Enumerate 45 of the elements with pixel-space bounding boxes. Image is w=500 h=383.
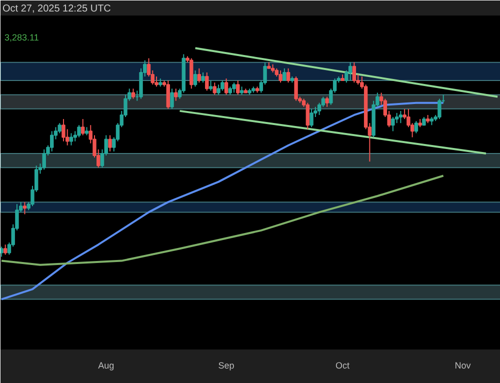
candlestick xyxy=(352,62,356,84)
candlestick xyxy=(193,70,198,88)
candlestick xyxy=(81,118,85,136)
candlestick xyxy=(294,76,298,102)
candlestick xyxy=(205,72,209,92)
candlestick xyxy=(197,68,201,84)
candlestick xyxy=(58,122,62,134)
candlestick xyxy=(224,78,228,96)
candlestick xyxy=(62,118,66,142)
candlestick xyxy=(278,70,282,84)
candlestick xyxy=(3,244,8,256)
candlestick xyxy=(286,68,290,84)
text: Oct 27, 2025 12:25 UTC xyxy=(2,4,111,14)
candlestick xyxy=(77,124,81,138)
candlestick xyxy=(348,62,352,82)
candlestick xyxy=(325,96,329,108)
candlestick xyxy=(50,130,54,152)
candlestick xyxy=(69,132,74,146)
x-tick-label: Aug xyxy=(98,360,114,370)
candlestick xyxy=(212,82,217,96)
candlestick xyxy=(414,120,418,134)
candlestick xyxy=(282,68,286,82)
candlestick xyxy=(201,72,205,84)
text: 3,283.11 xyxy=(4,32,39,42)
candlestick xyxy=(236,80,240,96)
candlestick xyxy=(306,102,310,130)
x-tick-label: Sep xyxy=(218,360,234,370)
candlestick xyxy=(131,88,136,100)
x-tick-label: Nov xyxy=(454,360,472,370)
candlestick xyxy=(42,148,46,170)
candlestick xyxy=(170,88,174,110)
candlestick xyxy=(438,98,442,120)
candlestick xyxy=(220,80,224,92)
candlestick xyxy=(108,134,112,152)
candlestick xyxy=(166,80,170,110)
candlestick xyxy=(232,82,236,94)
candlestick xyxy=(216,84,220,96)
candlestick xyxy=(398,110,403,124)
candlestick xyxy=(208,80,213,92)
candlestick xyxy=(310,108,314,128)
x-tick-label: Oct xyxy=(336,360,350,370)
candlestick xyxy=(22,202,27,215)
candlestick xyxy=(391,116,395,132)
candlestick xyxy=(174,88,178,102)
candlestick xyxy=(0,246,4,258)
